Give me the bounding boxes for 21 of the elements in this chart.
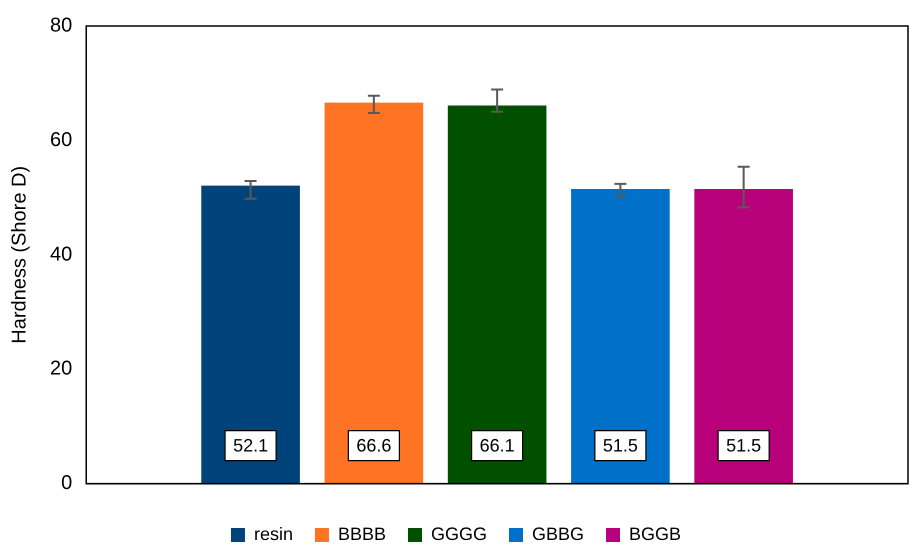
y-tick-label: 80 bbox=[50, 14, 72, 37]
y-tick-label: 60 bbox=[50, 128, 72, 151]
data-label: 51.5 bbox=[726, 436, 762, 456]
legend-label: resin bbox=[254, 524, 293, 544]
y-tick-label: 20 bbox=[50, 358, 72, 380]
bar bbox=[201, 186, 300, 484]
data-label: 52.1 bbox=[233, 436, 268, 456]
y-tick-label: 0 bbox=[61, 472, 72, 494]
data-label: 66.1 bbox=[480, 436, 515, 456]
data-label: 51.5 bbox=[602, 436, 638, 456]
bar bbox=[448, 106, 546, 484]
legend-label: GBBG bbox=[532, 524, 584, 544]
legend-label: BGGB bbox=[629, 524, 682, 544]
legend-label: GGGG bbox=[431, 524, 488, 544]
data-label: 66.6 bbox=[356, 436, 392, 456]
y-axis-title: Hardness (Shore D) bbox=[8, 166, 31, 344]
bar bbox=[571, 189, 670, 484]
y-tick-label: 40 bbox=[50, 243, 72, 266]
bar bbox=[694, 189, 793, 484]
legend-label: BBBB bbox=[338, 524, 386, 544]
bar bbox=[324, 102, 424, 484]
